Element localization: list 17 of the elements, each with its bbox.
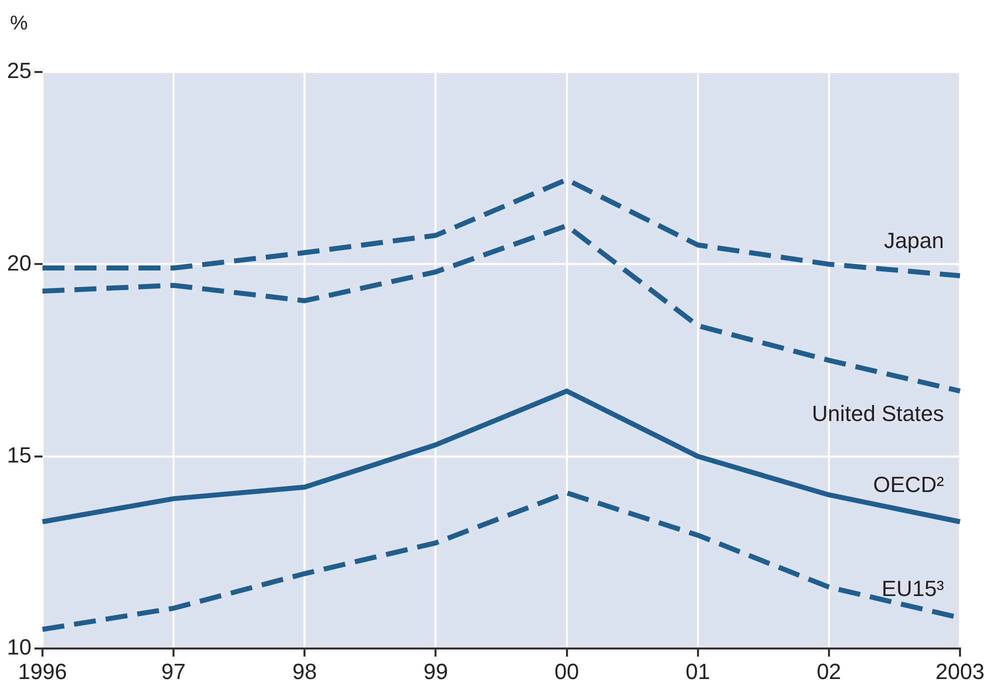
x-tick-label: 99 xyxy=(423,658,448,684)
series-label: Japan xyxy=(884,228,944,253)
x-tick-label: 97 xyxy=(161,658,186,684)
x-tick-label: 02 xyxy=(816,658,842,684)
x-tick-label: 00 xyxy=(554,658,580,684)
x-tick-label: 98 xyxy=(292,658,317,684)
series-label: OECD² xyxy=(873,472,944,497)
x-tick-label: 2003 xyxy=(936,658,984,684)
y-tick-label: 15 xyxy=(6,442,32,468)
y-tick-label: 25 xyxy=(6,58,32,84)
series-label: EU15³ xyxy=(882,576,944,601)
x-tick-label: 01 xyxy=(686,658,710,684)
x-tick-label: 1996 xyxy=(18,658,67,684)
y-axis-title: % xyxy=(10,12,28,35)
y-tick-label: 10 xyxy=(6,634,32,660)
y-tick-label: 20 xyxy=(6,250,32,276)
series-label: United States xyxy=(812,401,944,426)
